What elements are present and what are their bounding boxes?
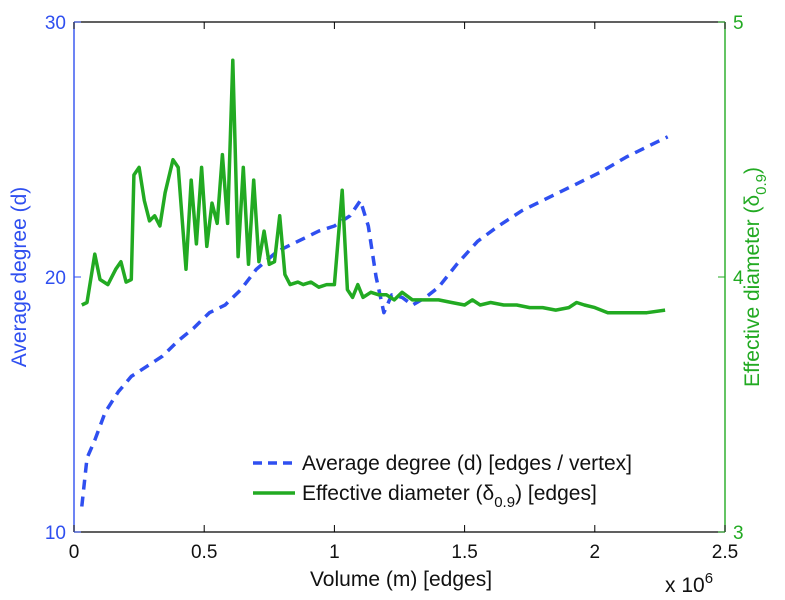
x-tick-label: 2.5 xyxy=(712,542,738,563)
series-layer xyxy=(80,58,669,507)
x-scale-label: x 106 xyxy=(665,570,713,597)
y-right-tick-label: 4 xyxy=(733,268,744,289)
x-tick-label: 0 xyxy=(69,542,80,563)
legend-label-effective-diameter: Effective diameter (δ0.9) [edges] xyxy=(302,482,597,511)
legend-label-average-degree: Average degree (d) [edges / vertex] xyxy=(302,452,632,475)
x-scale-exponent: 6 xyxy=(705,570,713,587)
series-line-average-degree xyxy=(80,135,669,507)
y-left-tick-label: 30 xyxy=(45,13,66,34)
y-right-label-close: ) xyxy=(741,167,764,174)
y-left-tick-label: 20 xyxy=(45,268,66,289)
x-scale-base: x 10 xyxy=(665,574,705,597)
legend-diameter-main: Effective diameter (δ xyxy=(302,482,494,505)
series-line-effective-diameter xyxy=(81,58,666,315)
x-tick-label: 0.5 xyxy=(191,542,217,563)
y-right-tick-label: 3 xyxy=(733,523,744,544)
x-tick-label: 2 xyxy=(590,542,601,563)
y-left-tick-label: 10 xyxy=(45,523,66,544)
x-axis-label: Volume (m) [edges] xyxy=(310,568,492,591)
y-right-label-sub: 0.9 xyxy=(753,174,770,195)
x-tick-label: 1.5 xyxy=(451,542,477,563)
x-tick-label: 1 xyxy=(329,542,340,563)
axes-layer: 0 0.5 1 1.5 2 2.5 10 20 30 3 4 5 xyxy=(45,13,744,563)
y-left-axis-label: Average degree (d) xyxy=(8,187,31,368)
y-right-tick-label: 5 xyxy=(733,13,744,34)
legend-diameter-sub: 0.9 xyxy=(494,494,515,511)
legend: Average degree (d) [edges / vertex] Effe… xyxy=(253,452,632,511)
y-right-label-main: Effective diameter (δ xyxy=(741,195,764,387)
y-right-axis-label: Effective diameter (δ0.9) xyxy=(741,167,770,387)
legend-diameter-close: ) [edges] xyxy=(515,482,597,505)
